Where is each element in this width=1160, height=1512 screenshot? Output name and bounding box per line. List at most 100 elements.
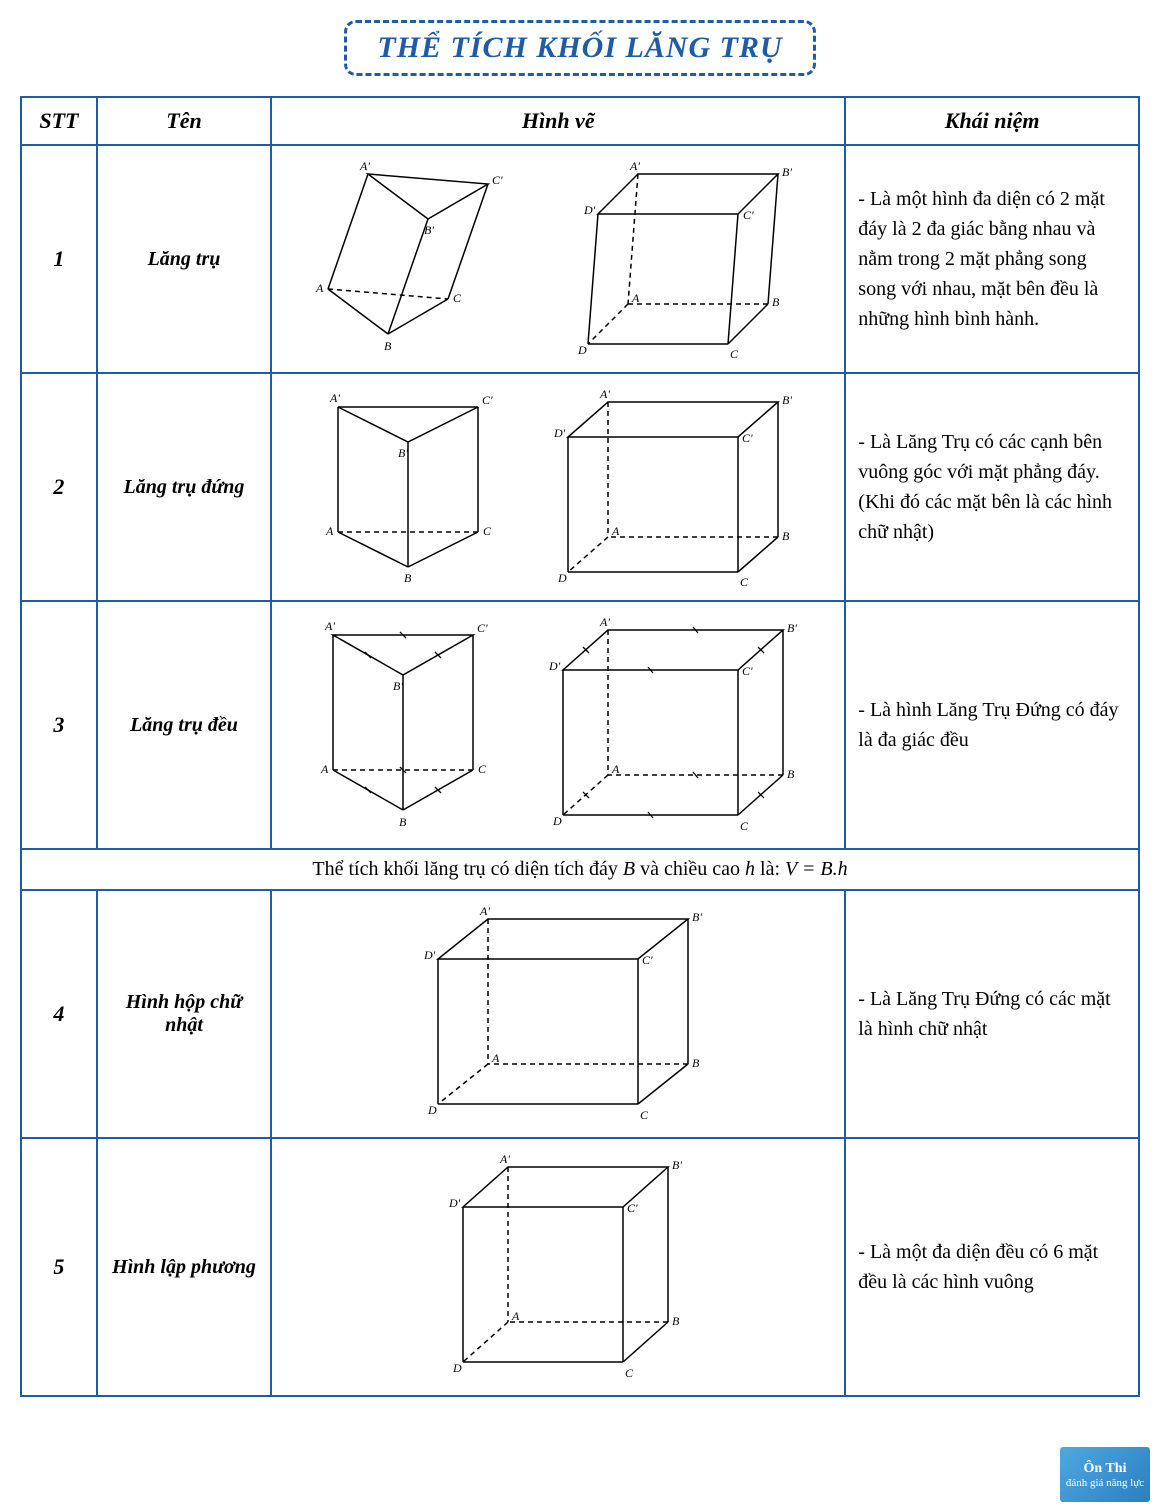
svg-text:B: B <box>692 1056 700 1070</box>
svg-text:C': C' <box>477 621 488 635</box>
formula-mid: và chiều cao <box>640 858 745 880</box>
formula-prefix: Thể tích khối lăng trụ có diện tích đáy <box>312 858 622 880</box>
svg-text:A: A <box>631 291 640 305</box>
formula-cell: Thể tích khối lăng trụ có diện tích đáy … <box>21 849 1139 890</box>
header-kn: Khái niệm <box>845 97 1139 145</box>
page-title-box: THỂ TÍCH KHỐI LĂNG TRỤ <box>344 20 815 76</box>
header-hinh: Hình vẽ <box>271 97 845 145</box>
page-title: THỂ TÍCH KHỐI LĂNG TRỤ <box>377 31 782 65</box>
svg-text:C: C <box>625 1366 634 1380</box>
cell-hinh: A' C' B' A C B <box>271 373 845 601</box>
watermark-line1: Ôn Thi <box>1084 1461 1127 1477</box>
cell-kn: - Là Lăng Trụ có các cạnh bên vuông góc … <box>845 373 1139 601</box>
formula-suffix: là: <box>760 858 785 880</box>
svg-text:D: D <box>577 343 587 357</box>
svg-text:C: C <box>740 819 749 833</box>
svg-text:A': A' <box>499 1152 510 1166</box>
cell-kn: - Là Lăng Trụ Đứng có các mặt là hình ch… <box>845 890 1139 1138</box>
svg-text:D': D' <box>423 948 436 962</box>
formula-row: Thể tích khối lăng trụ có diện tích đáy … <box>21 849 1139 890</box>
svg-text:C': C' <box>742 431 753 445</box>
formula-eq: V = B.h <box>785 858 848 880</box>
svg-text:A: A <box>611 524 620 538</box>
svg-text:B: B <box>384 339 392 353</box>
svg-text:C': C' <box>642 953 653 967</box>
header-ten: Tên <box>97 97 271 145</box>
cell-hinh: A' B' C' D' A B C D <box>271 890 845 1138</box>
svg-text:B: B <box>672 1314 680 1328</box>
svg-text:B: B <box>782 529 790 543</box>
table-row: 1 Lăng trụ <box>21 145 1139 373</box>
svg-text:A: A <box>511 1309 520 1323</box>
right-triangular-prism-icon: A' C' B' A C B <box>298 382 518 592</box>
oblique-box-prism-icon: A' B' C' D' A B C D <box>538 154 818 364</box>
cell-stt: 4 <box>21 890 97 1138</box>
svg-text:B': B' <box>672 1158 682 1172</box>
svg-text:B': B' <box>393 679 403 693</box>
regular-box-prism-icon: A' B' C' D' A B C D <box>523 610 823 840</box>
svg-text:A': A' <box>599 615 610 629</box>
cell-hinh: A' C' B' A C B <box>271 601 845 849</box>
svg-text:D': D' <box>583 203 596 217</box>
svg-text:A: A <box>325 524 334 538</box>
svg-text:C: C <box>483 524 492 538</box>
svg-text:B: B <box>787 767 795 781</box>
svg-text:D: D <box>427 1103 437 1117</box>
svg-text:C: C <box>453 291 462 305</box>
watermark: Ôn Thi đánh giá năng lực <box>1060 1447 1150 1502</box>
svg-text:A: A <box>315 281 324 295</box>
svg-text:C': C' <box>743 208 754 222</box>
cell-ten: Lăng trụ đứng <box>97 373 271 601</box>
cell-kn: - Là một hình đa diện có 2 mặt đáy là 2 … <box>845 145 1139 373</box>
svg-text:A: A <box>611 762 620 776</box>
svg-text:C: C <box>478 762 487 776</box>
svg-text:B: B <box>404 571 412 585</box>
svg-text:B': B' <box>782 165 792 179</box>
formula-B: B <box>623 858 635 880</box>
table-row: 2 Lăng trụ đứng <box>21 373 1139 601</box>
formula-h: h <box>745 858 755 880</box>
cell-kn: - Là hình Lăng Trụ Đứng có đáy là đa giá… <box>845 601 1139 849</box>
svg-text:C: C <box>640 1108 649 1122</box>
svg-text:C': C' <box>492 173 503 187</box>
svg-text:A': A' <box>479 904 490 918</box>
cell-ten: Lăng trụ đều <box>97 601 271 849</box>
svg-text:A': A' <box>324 619 335 633</box>
cell-stt: 5 <box>21 1138 97 1396</box>
table-row: 4 Hình hộp chữ nhật A' <box>21 890 1139 1138</box>
rectangular-box-icon: A' B' C' D' A B C D <box>388 899 728 1129</box>
svg-text:B: B <box>399 815 407 829</box>
svg-text:D: D <box>552 814 562 828</box>
svg-text:C': C' <box>627 1201 638 1215</box>
svg-text:D': D' <box>553 426 566 440</box>
oblique-triangular-prism-icon: A' C' B' A C B <box>298 154 528 364</box>
svg-text:A': A' <box>599 387 610 401</box>
prism-table: STT Tên Hình vẽ Khái niệm 1 Lăng trụ <box>20 96 1140 1397</box>
svg-text:A: A <box>491 1051 500 1065</box>
watermark-line2: đánh giá năng lực <box>1066 1477 1144 1489</box>
header-row: STT Tên Hình vẽ Khái niệm <box>21 97 1139 145</box>
regular-triangular-prism-icon: A' C' B' A C B <box>293 610 513 840</box>
cell-stt: 3 <box>21 601 97 849</box>
table-row: 3 Lăng trụ đều <box>21 601 1139 849</box>
svg-text:B: B <box>772 295 780 309</box>
header-stt: STT <box>21 97 97 145</box>
svg-text:C': C' <box>742 664 753 678</box>
svg-text:B': B' <box>398 446 408 460</box>
svg-text:B': B' <box>782 393 792 407</box>
cell-stt: 1 <box>21 145 97 373</box>
svg-text:A': A' <box>629 159 640 173</box>
svg-text:C: C <box>740 575 749 589</box>
cell-hinh: A' C' B' A C B <box>271 145 845 373</box>
svg-text:A': A' <box>329 391 340 405</box>
svg-text:C: C <box>730 347 739 361</box>
table-row: 5 Hình lập phương A' <box>21 1138 1139 1396</box>
svg-text:A: A <box>320 762 329 776</box>
svg-text:D: D <box>557 571 567 585</box>
cell-ten: Hình lập phương <box>97 1138 271 1396</box>
right-box-prism-icon: A' B' C' D' A B C D <box>528 382 818 592</box>
cell-kn: - Là một đa diện đều có 6 mặt đều là các… <box>845 1138 1139 1396</box>
svg-text:D': D' <box>448 1196 461 1210</box>
svg-text:B': B' <box>424 223 434 237</box>
svg-text:C': C' <box>482 393 493 407</box>
